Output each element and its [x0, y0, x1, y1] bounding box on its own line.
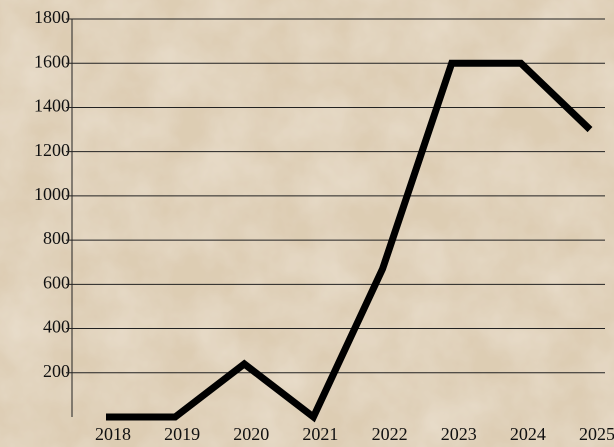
x-tick-label: 2025: [579, 424, 614, 444]
y-tick-label: 1600: [34, 51, 70, 71]
x-tick-label: 2018: [95, 424, 131, 444]
x-tick-label: 2022: [372, 424, 408, 444]
y-tick-label: 1000: [34, 184, 70, 204]
y-tick-label: 800: [43, 228, 70, 248]
y-tick-label: 1200: [34, 140, 70, 160]
x-tick-label: 2019: [164, 424, 200, 444]
x-tick-label: 2021: [302, 424, 338, 444]
x-tick-label: 2024: [510, 424, 546, 444]
x-tick-label: 2020: [233, 424, 269, 444]
y-tick-label: 200: [43, 361, 70, 381]
y-tick-label: 1800: [34, 7, 70, 27]
data-line: [106, 59, 593, 423]
plot: 200 400 600 800 1000 1200 1400 1600 1800 2018 2019…: [34, 7, 614, 444]
y-tick-label: 600: [43, 272, 70, 292]
x-tick-label: 2023: [441, 424, 477, 444]
y-tick-label: 1400: [34, 96, 70, 116]
y-tick-label: 400: [43, 317, 70, 337]
